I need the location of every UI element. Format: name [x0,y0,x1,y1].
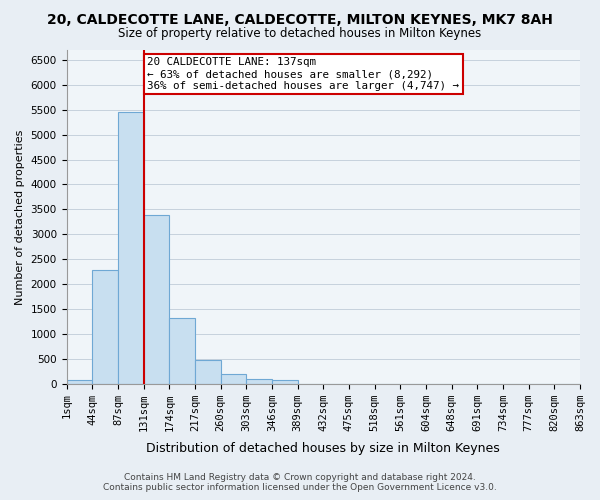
Bar [169,318,195,384]
Bar [272,380,298,384]
Y-axis label: Number of detached properties: Number of detached properties [15,129,25,304]
Bar [246,379,272,384]
Bar [67,380,92,384]
Bar [195,360,221,384]
Text: Contains HM Land Registry data © Crown copyright and database right 2024.
Contai: Contains HM Land Registry data © Crown c… [103,473,497,492]
X-axis label: Distribution of detached houses by size in Milton Keynes: Distribution of detached houses by size … [146,442,500,455]
Bar [143,216,169,384]
Bar [118,112,143,384]
Bar [221,374,246,384]
Bar [92,270,118,384]
Text: 20, CALDECOTTE LANE, CALDECOTTE, MILTON KEYNES, MK7 8AH: 20, CALDECOTTE LANE, CALDECOTTE, MILTON … [47,12,553,26]
Text: 20 CALDECOTTE LANE: 137sqm
← 63% of detached houses are smaller (8,292)
36% of s: 20 CALDECOTTE LANE: 137sqm ← 63% of deta… [148,58,460,90]
Text: Size of property relative to detached houses in Milton Keynes: Size of property relative to detached ho… [118,28,482,40]
